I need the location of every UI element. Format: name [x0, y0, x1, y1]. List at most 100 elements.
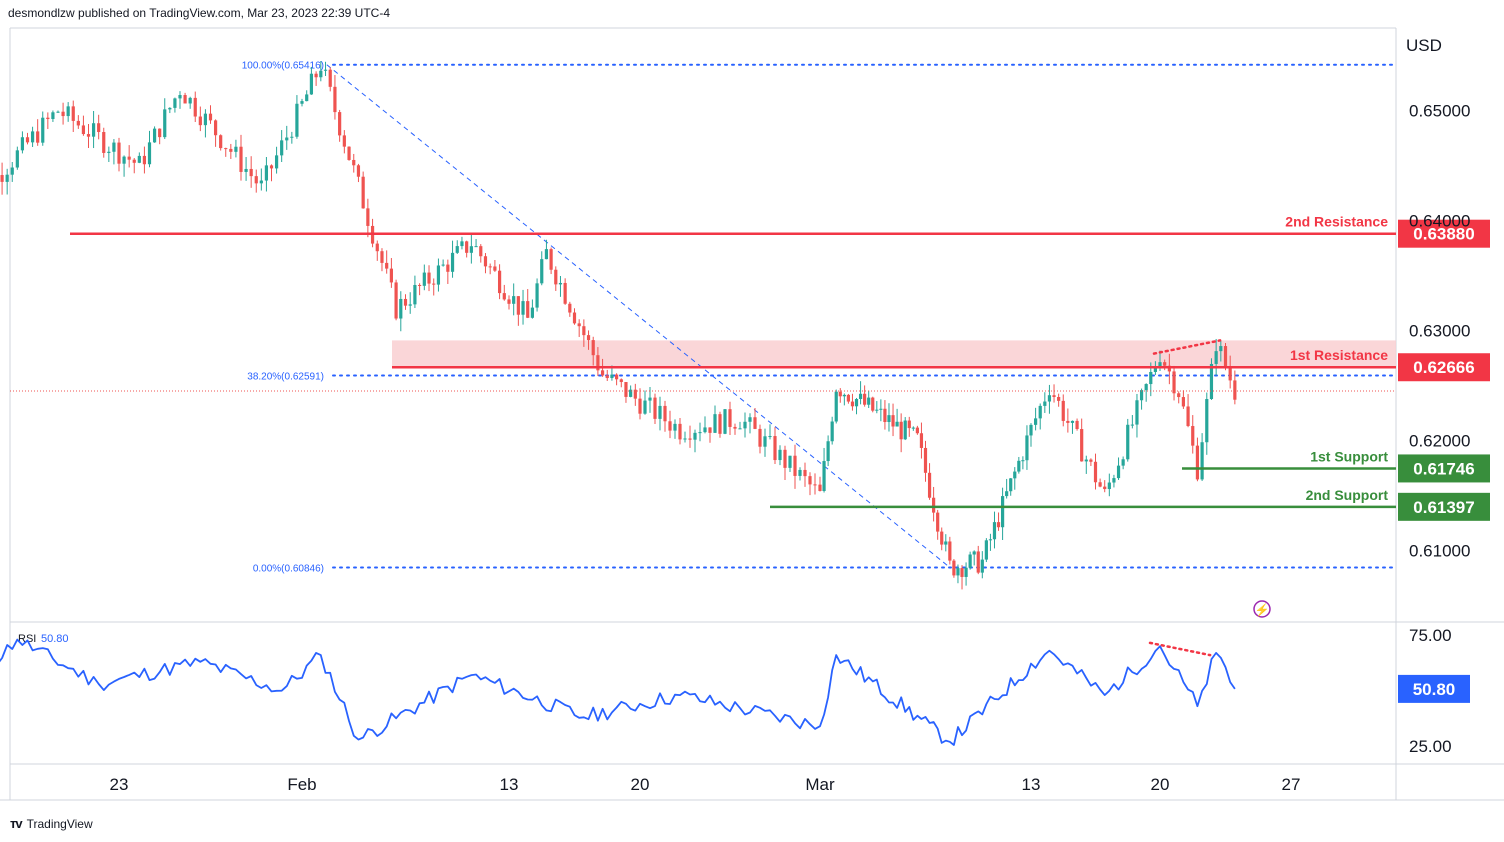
candle-up: [1130, 424, 1134, 426]
candle-up: [629, 389, 633, 397]
time-tick-label: Mar: [805, 775, 835, 794]
candle-up: [309, 73, 314, 95]
candle-down: [1061, 400, 1065, 421]
candle-up: [259, 180, 263, 184]
candle-up: [450, 252, 455, 272]
candle-down: [793, 455, 797, 476]
candle-down: [927, 472, 932, 498]
rsi-tick-label: 75.00: [1409, 626, 1452, 645]
candle-down: [375, 243, 379, 252]
candle-down: [600, 370, 605, 376]
rsi-tick-label: 25.00: [1409, 737, 1452, 756]
candle-down: [563, 282, 567, 304]
candle-up: [698, 432, 702, 434]
candle-down: [549, 249, 553, 270]
candles-layer: [0, 60, 1237, 590]
candle-up: [1025, 435, 1029, 461]
time-tick-label: 20: [1151, 775, 1170, 794]
candle-up: [713, 414, 717, 433]
candle-down: [1075, 420, 1079, 430]
candle-up: [558, 282, 563, 285]
candle-down: [688, 438, 692, 440]
candle-down: [663, 405, 667, 422]
rsi-indicator-label: RSI: [18, 633, 36, 645]
candle-down: [619, 379, 623, 383]
candle-up: [295, 103, 299, 137]
candle-up: [285, 137, 289, 141]
candle-down: [502, 293, 506, 300]
candle-down: [427, 272, 431, 284]
candle-up: [673, 423, 677, 431]
candle-down: [1089, 459, 1093, 462]
publish-info: desmondlzw published on TradingView.com,…: [8, 6, 390, 20]
candle-up: [854, 398, 859, 407]
candle-up: [290, 136, 294, 138]
candle-down: [352, 159, 356, 166]
candle-down: [753, 417, 757, 429]
candle-down: [76, 120, 80, 126]
candle-down: [1195, 445, 1200, 480]
candle-down: [219, 135, 223, 149]
candle-down: [213, 120, 218, 136]
candle-down: [117, 142, 121, 164]
candle-down: [249, 168, 253, 177]
candle-down: [708, 427, 712, 433]
candle-up: [66, 106, 70, 117]
candle-up: [683, 438, 687, 440]
candle-up: [147, 142, 152, 165]
candle-down: [596, 355, 600, 371]
chart-frame: [0, 27, 1504, 801]
candle-down: [586, 335, 591, 341]
candle-down: [633, 389, 637, 399]
candle-up: [319, 70, 323, 78]
rsi-divergence-line: [1148, 641, 1212, 657]
candle-down: [86, 134, 91, 137]
time-tick-label: 13: [1022, 775, 1041, 794]
candle-up: [1126, 424, 1130, 460]
level-price-badge: [1398, 219, 1490, 248]
candle-down: [488, 266, 492, 268]
candle-up: [5, 174, 9, 182]
candle-down: [0, 175, 4, 182]
candle-up: [323, 69, 328, 71]
candle-up: [788, 455, 792, 468]
candle-up: [188, 97, 192, 104]
candle-up: [540, 259, 544, 284]
candle-up: [964, 567, 968, 577]
candle-down: [158, 128, 162, 138]
candle-down: [572, 312, 577, 324]
candle-down: [653, 397, 657, 419]
candle-down: [718, 414, 722, 434]
time-tick-label: Feb: [287, 775, 316, 794]
candle-up: [178, 95, 182, 99]
candle-up: [879, 408, 883, 410]
candle-up: [413, 284, 417, 305]
candle-down: [923, 447, 928, 473]
candle-down: [1066, 420, 1070, 423]
candle-down: [899, 421, 903, 440]
candle-up: [822, 461, 826, 491]
candle-up: [469, 246, 473, 253]
level-price-badge: [1398, 454, 1490, 483]
candle-up: [51, 112, 55, 120]
fib-level-label: 38.20%(0.62591): [247, 371, 324, 382]
candle-up: [107, 151, 111, 153]
level-price-value: 0.61397: [1413, 498, 1474, 517]
candle-down: [1080, 429, 1084, 462]
candle-down: [568, 303, 572, 313]
candle-down: [479, 246, 483, 257]
candle-down: [347, 146, 351, 160]
candle-down: [239, 146, 243, 172]
levels-layer: 2nd Resistance 0.63880 1st Resistance 0.626…: [10, 214, 1490, 618]
price-tick-label: 0.63000: [1409, 322, 1470, 341]
candle-up: [834, 391, 838, 422]
candle-up: [441, 264, 445, 266]
price-tick-label: 0.61000: [1409, 542, 1470, 561]
candle-down: [97, 123, 101, 133]
flash-icon-glyph: ⚡: [1255, 603, 1270, 617]
candle-up: [1219, 346, 1223, 352]
fib-level-label: 0.00%(0.60846): [253, 563, 324, 574]
candle-up: [20, 137, 25, 151]
candle-down: [850, 401, 855, 407]
